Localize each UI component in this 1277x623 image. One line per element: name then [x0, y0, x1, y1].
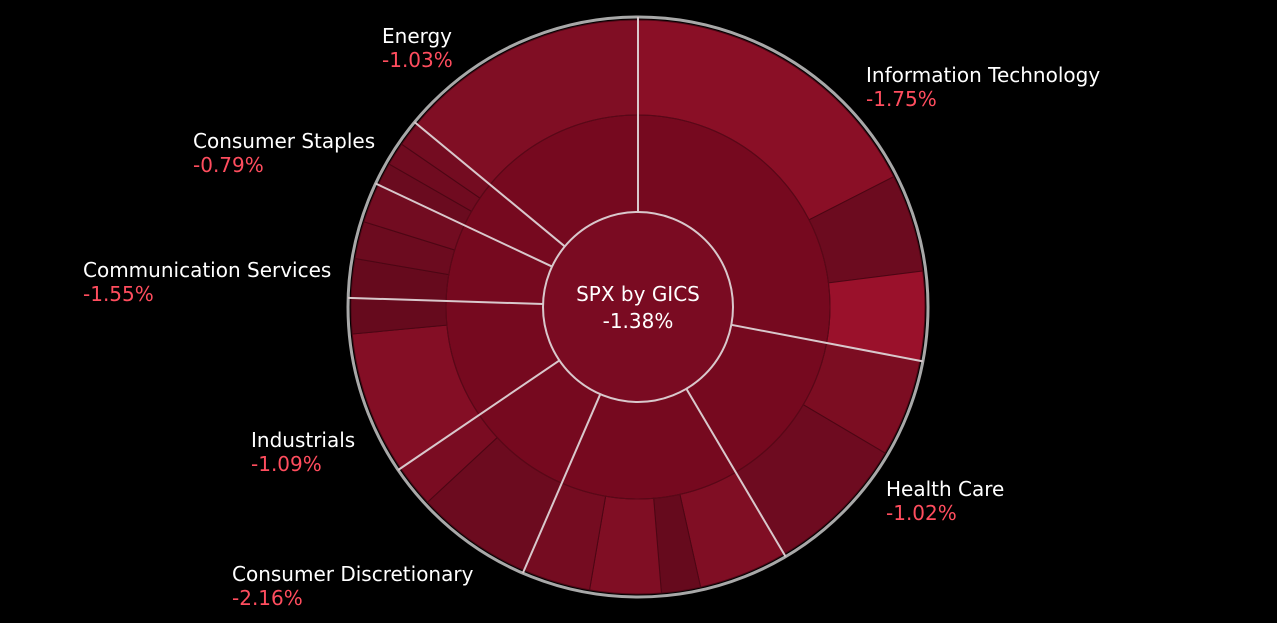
label-consumer-staples: Consumer Staples -0.79% [193, 129, 375, 177]
center-disk [542, 211, 734, 403]
sector-change-industrials: -1.09% [251, 452, 322, 476]
label-health-care: Health Care -1.02% [886, 477, 1004, 525]
chart-center-title: SPX by GICS [576, 282, 700, 306]
sector-change-communication-services: -1.55% [83, 282, 154, 306]
sector-divider-2 [731, 323, 924, 363]
label-consumer-discretionary: Consumer Discretionary -2.16% [232, 562, 473, 610]
sector-divider-6 [348, 296, 544, 306]
sector-change-consumer-discretionary: -2.16% [232, 586, 303, 610]
sector-name-communication-services: Communication Services [83, 258, 332, 282]
sector-divider-3 [685, 388, 787, 558]
sector-change-information-technology: -1.75% [866, 87, 937, 111]
sector-name-consumer-staples: Consumer Staples [193, 129, 376, 153]
label-communication-services: Communication Services -1.55% [83, 258, 331, 306]
sector-name-energy: Energy [382, 24, 453, 48]
sector-name-health-care: Health Care [886, 477, 1005, 501]
sector-name-industrials: Industrials [251, 428, 356, 452]
sector-divider-7 [375, 182, 553, 268]
sector-change-health-care: -1.02% [886, 501, 957, 525]
sector-name-information-technology: Information Technology [866, 63, 1101, 87]
sector-divider-8 [413, 121, 566, 248]
label-information-technology: Information Technology -1.75% [866, 63, 1100, 111]
sector-change-energy: -1.03% [382, 48, 453, 72]
sector-name-consumer-discretionary: Consumer Discretionary [232, 562, 474, 586]
label-energy: Energy -1.03% [382, 24, 453, 72]
sector-divider-4 [521, 393, 602, 574]
chart-center-value: -1.38% [602, 309, 674, 333]
sector-change-consumer-staples: -0.79% [193, 153, 264, 177]
label-industrials: Industrials -1.09% [251, 428, 355, 476]
sector-divider-5 [397, 359, 560, 471]
